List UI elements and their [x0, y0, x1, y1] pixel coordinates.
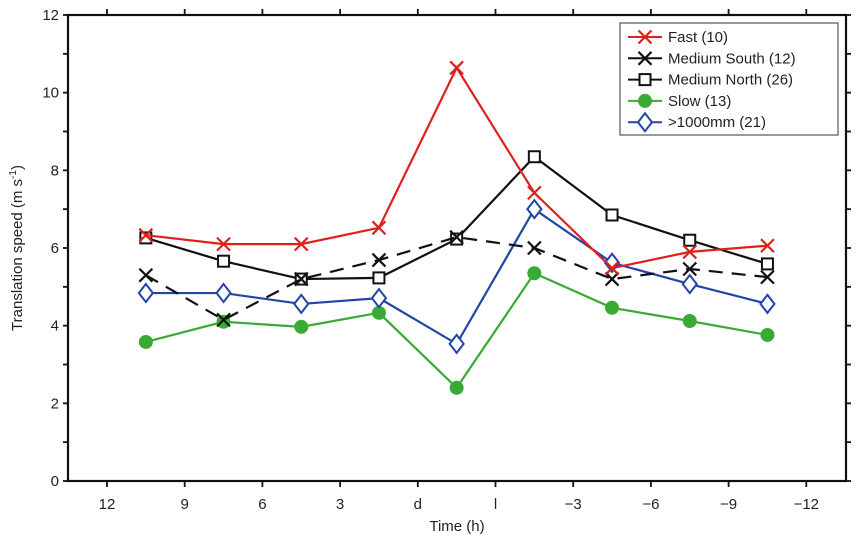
data-point — [760, 257, 774, 271]
data-point — [605, 300, 620, 315]
x-tick-label: −9 — [720, 496, 737, 513]
data-point — [527, 185, 542, 201]
legend-label: Medium South (12) — [668, 50, 796, 67]
series-3 — [138, 266, 775, 395]
data-point — [372, 271, 386, 285]
legend-marker — [638, 73, 652, 87]
data-point — [681, 273, 699, 295]
legend-entry: Medium South (12) — [628, 50, 796, 67]
series-line — [145, 155, 768, 281]
legend-label: Slow (13) — [668, 93, 731, 110]
data-point — [759, 293, 776, 315]
data-point — [760, 269, 775, 285]
legend-entry: Fast (10) — [628, 29, 728, 46]
y-axis-label-suffix: ) — [9, 165, 26, 170]
data-point — [139, 231, 153, 245]
data-point — [370, 287, 388, 309]
legend-entry: Slow (13) — [628, 93, 731, 110]
legend-marker — [637, 51, 653, 66]
data-point — [215, 282, 232, 304]
data-point — [527, 150, 541, 164]
y-tick-label: 12 — [42, 7, 59, 24]
data-point — [682, 314, 697, 329]
data-point — [604, 271, 620, 287]
data-point — [138, 267, 154, 283]
x-tick-label: 3 — [336, 496, 344, 513]
legend-marker — [638, 93, 652, 108]
series-2 — [139, 150, 774, 286]
y-tick-label: 0 — [51, 473, 59, 490]
x-tick-label: d — [414, 496, 422, 513]
y-axis-label-text: Translation speed (m s — [9, 179, 26, 331]
x-tick-label: −12 — [794, 496, 819, 513]
series-0 — [138, 60, 775, 276]
data-point — [526, 198, 543, 220]
data-point — [682, 261, 698, 277]
legend-label: Fast (10) — [668, 29, 728, 46]
data-point — [216, 236, 231, 252]
data-point — [448, 333, 465, 355]
data-point — [682, 244, 698, 260]
series-layer — [137, 60, 776, 395]
legend-entry: Medium North (26) — [628, 72, 793, 89]
legend-marker — [636, 111, 654, 133]
data-point — [683, 233, 697, 247]
x-tick-label: 12 — [99, 496, 116, 513]
y-tick-label: 4 — [51, 318, 59, 335]
data-point — [137, 282, 155, 304]
data-point — [760, 327, 775, 342]
data-point — [371, 220, 387, 236]
axes: 0 2 4 6 8 10 12 12 9 6 3 d l −3 −6 −9 −12 — [42, 7, 851, 513]
data-point — [527, 240, 542, 256]
data-point — [527, 266, 542, 281]
y-tick-label: 8 — [51, 162, 59, 179]
data-point — [138, 334, 153, 349]
x-tick-label: l — [494, 496, 497, 513]
x-axis-label: Time (h) — [429, 518, 484, 535]
x-tick-label: 9 — [181, 496, 189, 513]
data-point — [371, 252, 387, 268]
data-point — [217, 254, 231, 268]
data-point — [293, 236, 309, 252]
data-point — [449, 60, 464, 76]
x-tick-label: −6 — [642, 496, 659, 513]
data-point — [603, 252, 621, 274]
x-tick-label: −3 — [565, 496, 582, 513]
data-point — [216, 312, 231, 328]
data-point — [293, 271, 309, 287]
y-axis-label: Translation speed (m s-1) — [8, 165, 26, 331]
data-point — [449, 380, 464, 395]
legend: Fast (10) Medium South (12) Medium North (… — [619, 22, 839, 136]
data-point — [605, 208, 619, 222]
series-1 — [138, 229, 775, 328]
legend-label: Medium North (26) — [668, 72, 793, 89]
x-tick-label: 6 — [258, 496, 266, 513]
data-point — [449, 229, 464, 245]
legend-label: >1000mm (21) — [668, 114, 766, 131]
series-line — [145, 236, 768, 322]
y-tick-label: 2 — [51, 395, 59, 412]
legend-entry: >1000mm (21) — [628, 111, 766, 133]
y-tick-label: 10 — [42, 85, 59, 102]
data-point — [760, 238, 775, 253]
series-line — [145, 271, 768, 390]
data-point — [294, 319, 309, 334]
data-point — [292, 293, 310, 315]
data-point — [138, 227, 154, 243]
data-point — [604, 260, 620, 276]
series-4 — [137, 198, 776, 355]
y-axis-label-superscript: -1 — [8, 170, 19, 179]
y-tick-label: 6 — [51, 240, 59, 257]
legend-marker — [637, 29, 653, 45]
